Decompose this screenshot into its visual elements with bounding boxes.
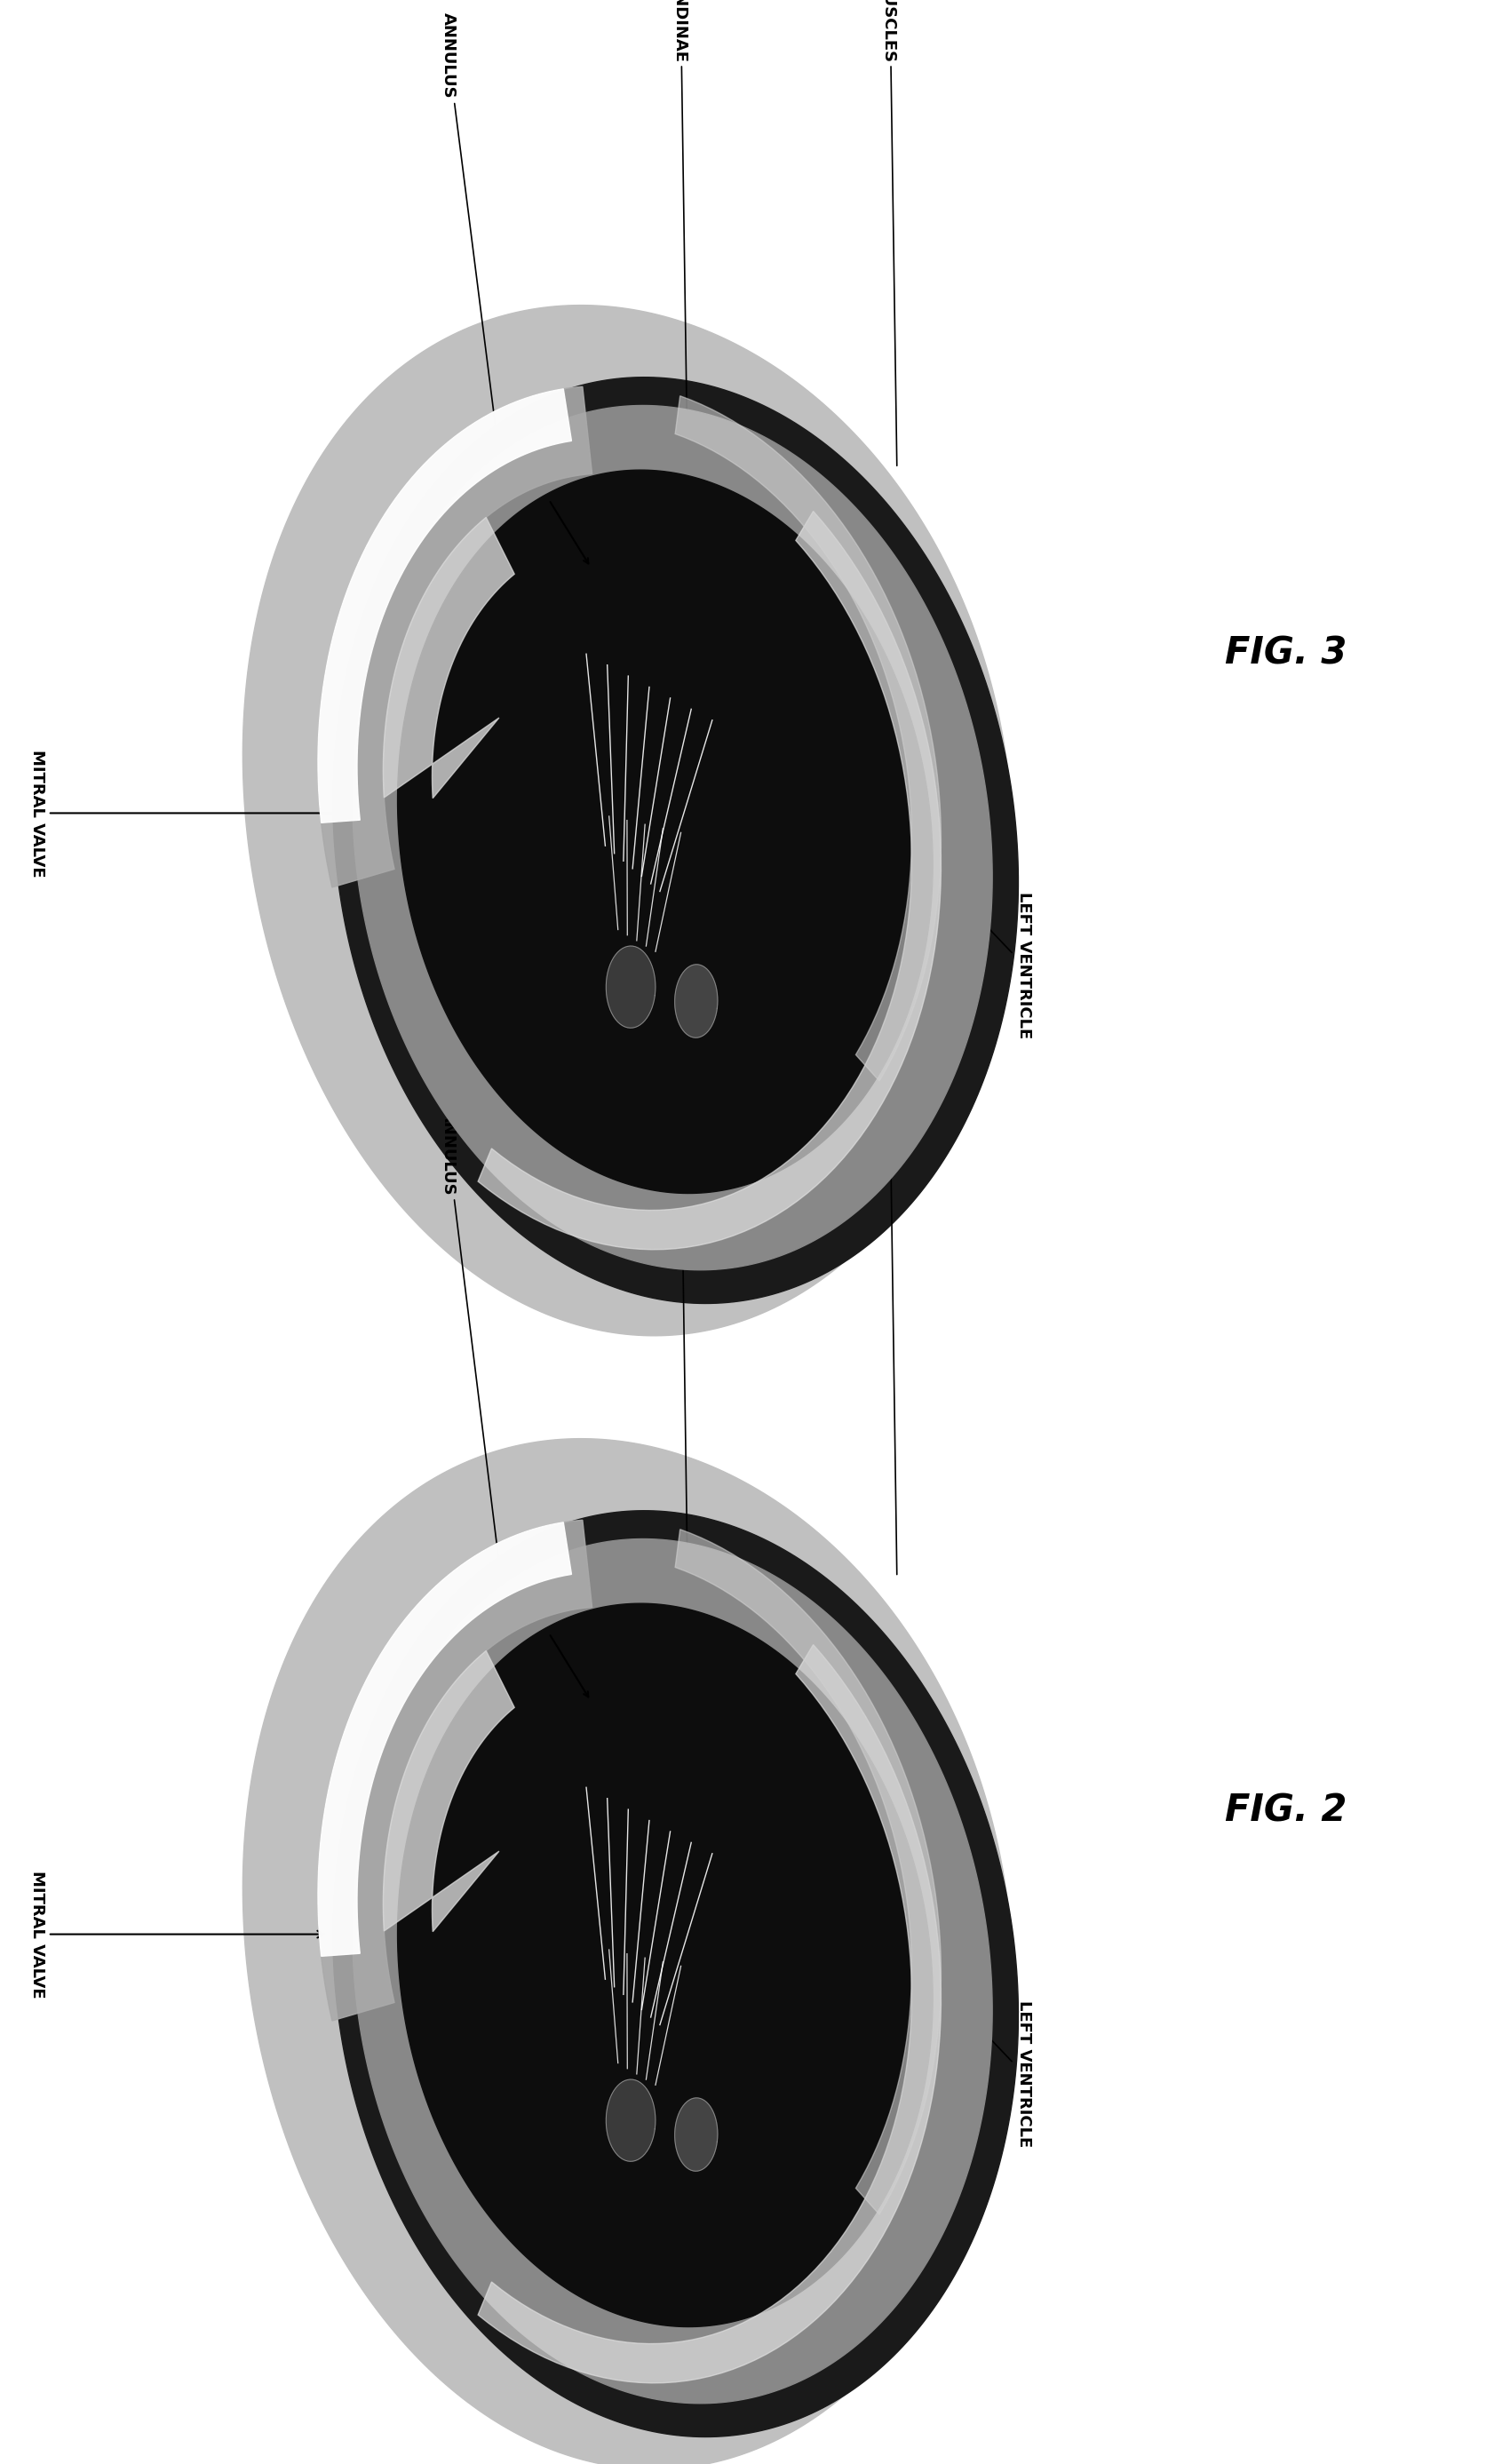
Text: CHORDAE
TENDINAE: CHORDAE TENDINAE bbox=[486, 2134, 589, 2232]
Polygon shape bbox=[333, 1510, 1017, 2437]
Polygon shape bbox=[675, 397, 940, 1082]
Polygon shape bbox=[397, 471, 932, 1193]
Polygon shape bbox=[478, 1643, 940, 2383]
Polygon shape bbox=[353, 1540, 992, 2402]
Text: CHORDAE
TENDINAE: CHORDAE TENDINAE bbox=[486, 998, 589, 1094]
Polygon shape bbox=[605, 946, 654, 1027]
Polygon shape bbox=[318, 1520, 592, 2020]
Text: PAPILLARY MUSCLES: PAPILLARY MUSCLES bbox=[881, 973, 896, 1574]
Text: PAPILLARY
MUSCLES: PAPILLARY MUSCLES bbox=[639, 2139, 735, 2252]
Polygon shape bbox=[382, 517, 514, 798]
Text: FIG. 3: FIG. 3 bbox=[1224, 633, 1346, 673]
Text: PAPILLARY MUSCLES: PAPILLARY MUSCLES bbox=[881, 0, 896, 466]
Text: LEFT VENTRICLE: LEFT VENTRICLE bbox=[950, 1998, 1031, 2149]
Text: PAPILLARY
MUSCLES: PAPILLARY MUSCLES bbox=[639, 988, 735, 1106]
Polygon shape bbox=[318, 1523, 571, 1956]
Text: ANNULUS: ANNULUS bbox=[441, 12, 500, 466]
Polygon shape bbox=[318, 387, 592, 887]
Polygon shape bbox=[382, 1651, 514, 1932]
Polygon shape bbox=[333, 377, 1017, 1303]
Text: MITRAL VALVE: MITRAL VALVE bbox=[30, 749, 354, 877]
Text: CHORDAE TENDINAE: CHORDAE TENDINAE bbox=[672, 0, 687, 471]
Polygon shape bbox=[242, 1439, 1011, 2464]
Polygon shape bbox=[318, 389, 571, 823]
Polygon shape bbox=[478, 510, 940, 1249]
Polygon shape bbox=[353, 407, 992, 1269]
Text: ANNULUS: ANNULUS bbox=[441, 1109, 500, 1574]
Polygon shape bbox=[675, 1530, 940, 2215]
Text: FIG. 2: FIG. 2 bbox=[1224, 1791, 1346, 1831]
Text: CHORDAE TENDINAE: CHORDAE TENDINAE bbox=[672, 973, 687, 1582]
Text: MITRAL VALVE: MITRAL VALVE bbox=[30, 1870, 324, 1998]
Polygon shape bbox=[397, 1604, 932, 2326]
Text: LEFT VENTRICLE: LEFT VENTRICLE bbox=[950, 890, 1031, 1040]
Polygon shape bbox=[605, 2080, 654, 2161]
Polygon shape bbox=[674, 963, 717, 1037]
Polygon shape bbox=[242, 306, 1011, 1335]
Polygon shape bbox=[674, 2097, 717, 2171]
